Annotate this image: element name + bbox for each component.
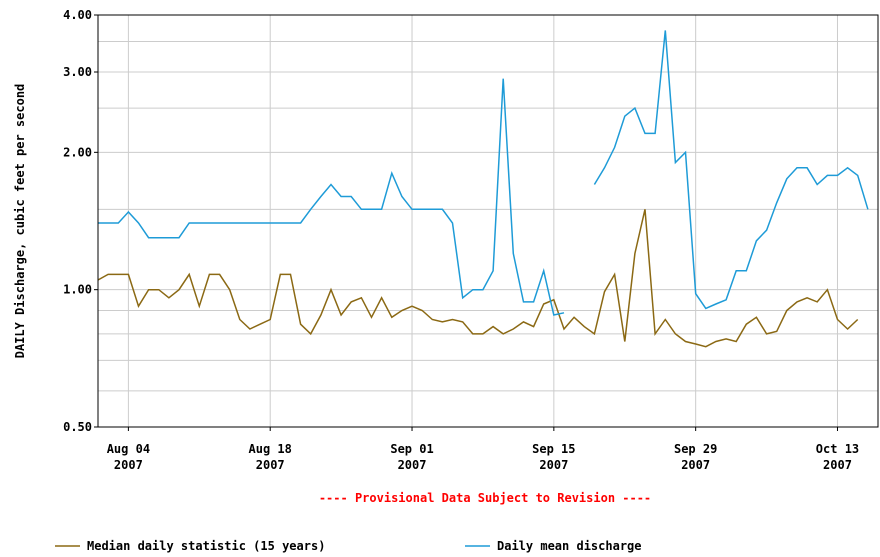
- x-tick-label-line: 2007: [398, 458, 427, 472]
- x-tick-label: Aug 04 2007: [107, 442, 150, 472]
- x-tick-label-line: Sep 29: [674, 442, 717, 456]
- legend-label: Median daily statistic (15 years): [87, 539, 325, 553]
- x-tick-label-line: Aug 18: [249, 442, 292, 456]
- x-tick-label: Sep 01 2007: [390, 442, 433, 472]
- data-line: [97, 209, 859, 348]
- y-tick-label: 1.00: [63, 283, 92, 297]
- x-tick-label-line: 2007: [114, 458, 143, 472]
- x-tick-label-line: 2007: [823, 458, 852, 472]
- x-tick-label-line: Sep 01: [390, 442, 433, 456]
- plot-frame: [97, 14, 879, 428]
- data-line: [98, 30, 869, 316]
- x-tick-label: Aug 18 2007: [249, 442, 292, 472]
- y-tick-label: 2.00: [63, 145, 92, 159]
- x-tick-label-line: 2007: [256, 458, 285, 472]
- y-axis-label: DAILY Discharge, cubic feet per second: [13, 84, 27, 359]
- x-tick-label: Sep 15 2007: [532, 442, 575, 472]
- x-tick-label-line: Aug 04: [107, 442, 150, 456]
- x-tick-label-line: 2007: [539, 458, 568, 472]
- x-tick-label-line: Oct 13: [816, 442, 859, 456]
- legend-label: Daily mean discharge: [497, 539, 642, 553]
- x-tick-label: Oct 13 2007: [816, 442, 859, 472]
- y-tick-label: 4.00: [63, 8, 92, 22]
- y-tick-label: 0.50: [63, 420, 92, 434]
- x-tick-label-line: 2007: [681, 458, 710, 472]
- x-tick-label-line: Sep 15: [532, 442, 575, 456]
- annotation: ---- Provisional Data Subject to Revisio…: [319, 491, 651, 505]
- y-tick-label: 3.00: [63, 65, 92, 79]
- x-tick-label: Sep 29 2007: [674, 442, 717, 472]
